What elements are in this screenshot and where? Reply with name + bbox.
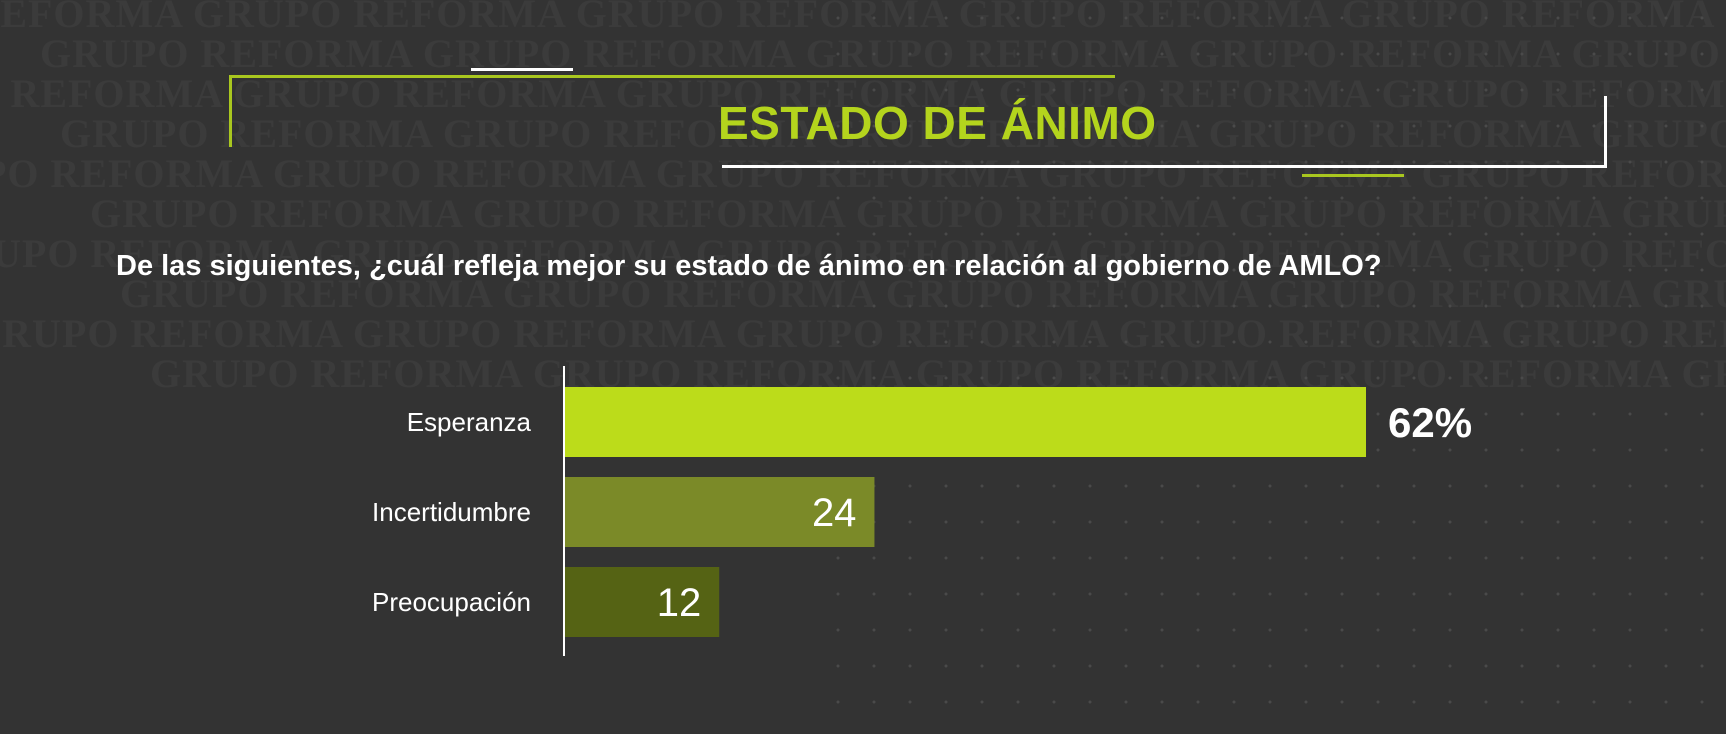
category-label: Preocupación [372,587,531,617]
bar-0 [564,387,1366,457]
survey-question: De las siguientes, ¿cuál refleja mejor s… [116,250,1382,282]
value-label: 24 [812,491,857,535]
page-title: ESTADO DE ÁNIMO [718,97,1157,149]
frame-line-white-accent [471,68,573,71]
frame-line-green-accent [1302,174,1404,177]
frame-line-green-top [229,75,1115,78]
category-label: Incertidumbre [372,497,531,527]
category-label: Esperanza [407,407,532,437]
frame-line-white-bottom [722,165,1607,168]
bar-1 [564,477,875,547]
frame-line-white-right [1604,96,1607,168]
value-label: 62% [1388,399,1472,446]
value-label: 12 [657,581,702,625]
bar-2 [564,567,720,637]
frame-line-green-left [229,75,232,147]
